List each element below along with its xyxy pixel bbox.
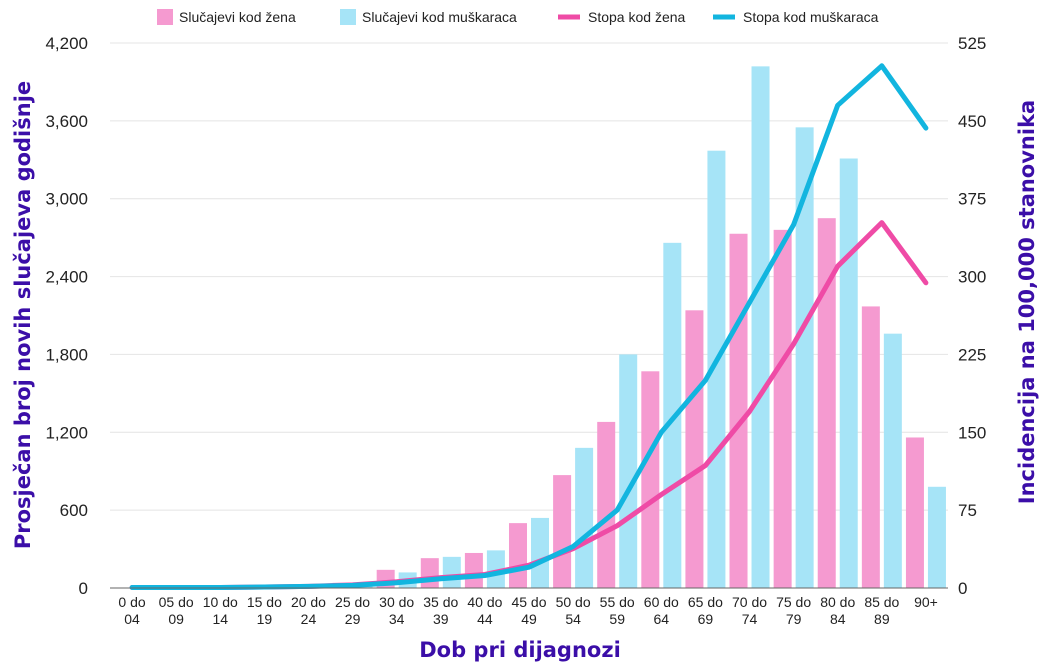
bar-zene	[685, 310, 704, 588]
bar-zene	[553, 475, 572, 588]
y-right-tick-label: 150	[958, 423, 986, 442]
bar-muskarci	[707, 150, 726, 588]
x-tick-label: 24	[301, 611, 317, 627]
x-tick-label: 49	[521, 611, 537, 627]
y-right-tick-label: 0	[958, 579, 967, 598]
bar-zene	[641, 371, 660, 588]
x-tick-label: 55 do	[600, 594, 635, 610]
y-tick-label: 3,000	[45, 190, 88, 209]
x-axis-title: Dob pri dijagnozi	[419, 638, 621, 662]
bar-zene	[464, 552, 483, 588]
bars	[288, 66, 946, 589]
y-right-tick-label: 300	[958, 268, 986, 287]
bar-muskarci	[663, 242, 682, 589]
bar-muskarci	[486, 550, 505, 588]
legend-label: Slučajevi kod muškaraca	[362, 9, 517, 25]
gridlines	[110, 42, 948, 511]
legend-swatch	[340, 9, 356, 25]
y-tick-label: 3,600	[45, 112, 88, 131]
x-tick-label: 54	[565, 611, 581, 627]
bar-muskarci	[927, 486, 946, 588]
x-tick-label: 65 do	[688, 594, 723, 610]
x-tick-label: 84	[830, 611, 846, 627]
left-axis-title: Prosječan broj novih slučajeva godišnje	[11, 81, 35, 549]
x-tick-label: 70 do	[732, 594, 767, 610]
x-tick-label: 05 do	[159, 594, 194, 610]
x-tick-label: 44	[477, 611, 493, 627]
x-tick-label: 0 do	[118, 594, 145, 610]
x-tick-label: 69	[698, 611, 714, 627]
x-tick-label: 09	[168, 611, 184, 627]
x-tick-label: 20 do	[291, 594, 326, 610]
y-right-tick-label: 375	[958, 190, 986, 209]
bar-muskarci	[751, 66, 770, 589]
y-right-tick-label: 75	[958, 501, 977, 520]
x-tick-label: 04	[124, 611, 140, 627]
bar-zene	[905, 437, 924, 588]
y-tick-label: 2,400	[45, 268, 88, 287]
bar-zene	[817, 218, 836, 588]
axes: 0 600 1,200 1,800 2,400 3,000 3,600 4,200 0 75 150…	[45, 34, 986, 627]
line-stopa-muskarci	[129, 63, 929, 590]
bar-muskarci	[883, 333, 902, 588]
x-tick-label: 19	[257, 611, 273, 627]
x-tick-label: 90+	[914, 594, 938, 610]
x-tick-label: 35 do	[423, 594, 458, 610]
y-tick-label: 1,200	[45, 423, 88, 442]
legend-label: Slučajevi kod žena	[179, 9, 296, 25]
lines	[129, 63, 929, 590]
x-tick-label: 45 do	[511, 594, 546, 610]
y-right-tick-label: 525	[958, 34, 986, 53]
x-tick-label: 50 do	[556, 594, 591, 610]
bar-muskarci	[531, 517, 549, 588]
legend-swatch	[157, 9, 173, 25]
y-tick-label: 0	[79, 579, 88, 598]
y-right-tick-label: 450	[958, 112, 986, 131]
x-tick-label: 40 do	[467, 594, 502, 610]
x-tick-label: 14	[212, 611, 228, 627]
bar-muskarci	[839, 158, 858, 588]
right-axis-title: Incidencija na 100,000 stanovnika	[1015, 100, 1039, 504]
bar-zene	[509, 523, 527, 588]
bar-muskarci	[619, 354, 638, 588]
bar-zene	[861, 306, 880, 588]
y-right-tick-label: 225	[958, 345, 986, 364]
x-tick-label: 89	[874, 611, 890, 627]
y-tick-label: 600	[60, 501, 88, 520]
x-tick-label: 75 do	[776, 594, 811, 610]
bar-muskarci	[575, 447, 594, 588]
y-tick-label: 1,800	[45, 345, 88, 364]
legend: Slučajevi kod žena Slučajevi kod muškarac…	[157, 9, 879, 25]
bar-muskarci	[442, 556, 461, 588]
x-tick-label: 15 do	[247, 594, 282, 610]
x-tick-label: 39	[433, 611, 449, 627]
x-tick-label: 29	[345, 611, 361, 627]
bar-zene	[773, 229, 792, 588]
x-tick-label: 74	[742, 611, 758, 627]
x-tick-label: 80 do	[820, 594, 855, 610]
bar-zene	[729, 233, 748, 588]
x-tick-label: 60 do	[644, 594, 679, 610]
legend-label: Stopa kod muškaraca	[743, 9, 879, 25]
legend-label: Stopa kod žena	[588, 9, 686, 25]
x-tick-label: 85 do	[864, 594, 899, 610]
x-tick-label: 10 do	[203, 594, 238, 610]
bar-zene	[420, 558, 439, 588]
bar-muskarci	[795, 127, 814, 588]
bar-zene	[597, 421, 616, 588]
x-tick-label: 79	[786, 611, 802, 627]
x-tick-label: 59	[609, 611, 625, 627]
x-tick-label: 34	[389, 611, 405, 627]
y-tick-label: 4,200	[45, 34, 88, 53]
x-tick-label: 25 do	[335, 594, 370, 610]
x-tick-label: 64	[654, 611, 670, 627]
x-tick-label: 30 do	[379, 594, 414, 610]
